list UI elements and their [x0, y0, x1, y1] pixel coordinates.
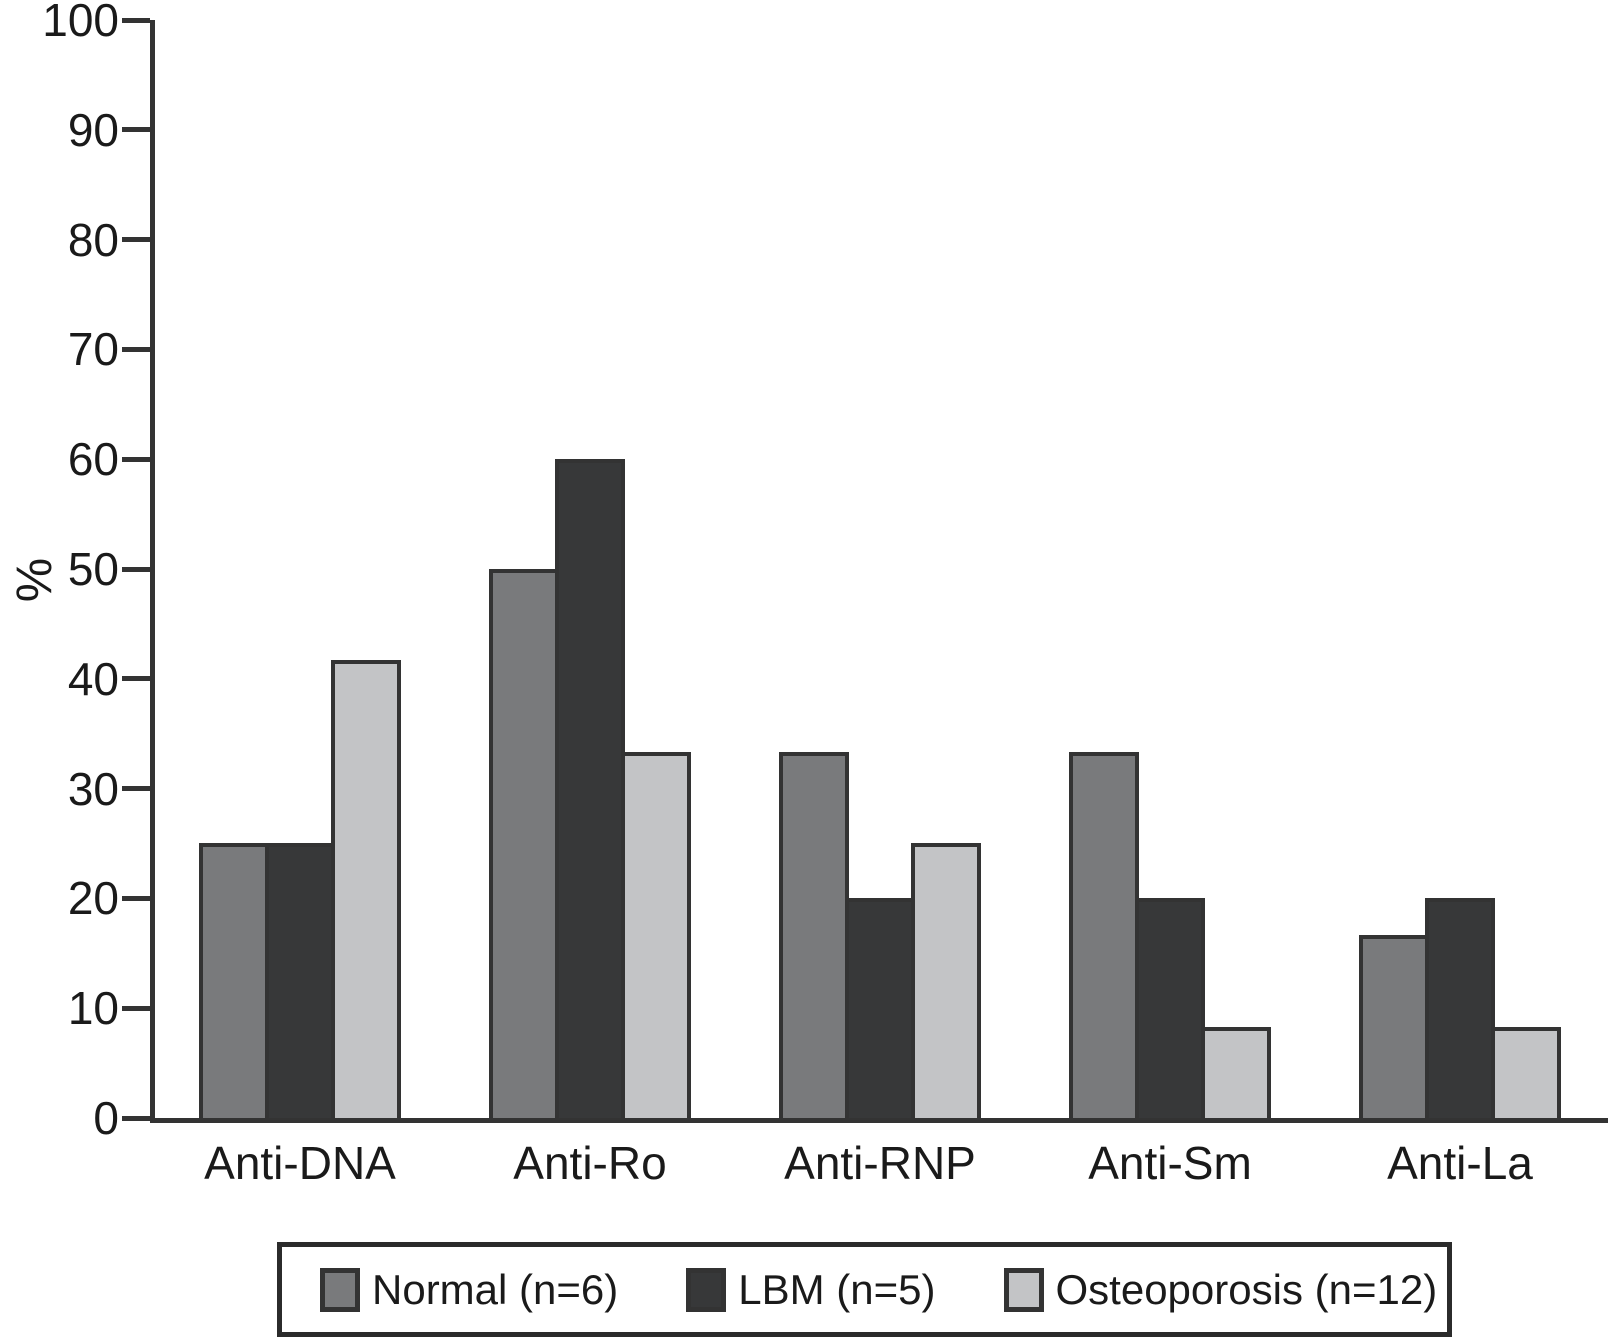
y-tick-label-0: 0	[93, 1092, 119, 1144]
y-tick-label-90: 90	[67, 103, 119, 156]
y-tick-40	[122, 676, 150, 682]
legend-item-lbm: LBM (n=5)	[686, 1265, 936, 1313]
x-label-anti-rnp: Anti-RNP	[784, 1137, 976, 1189]
y-tick-100	[122, 17, 150, 23]
bar-anti-la-osteoporosis	[1491, 1027, 1561, 1118]
bar-anti-dna-normal	[199, 843, 269, 1118]
y-axis-title: %	[6, 557, 62, 603]
y-tick-10	[122, 1005, 150, 1011]
legend-swatch-osteoporosis	[1003, 1267, 1044, 1312]
legend-swatch-lbm	[686, 1267, 727, 1312]
bar-anti-dna-lbm	[265, 843, 335, 1118]
bar-anti-dna-osteoporosis	[331, 660, 401, 1118]
y-tick-label-60: 60	[67, 433, 119, 486]
bar-anti-sm-normal	[1069, 752, 1139, 1118]
legend-label-normal: Normal (n=6)	[372, 1265, 619, 1313]
y-tick-70	[122, 346, 150, 352]
y-tick-50	[122, 566, 150, 572]
y-tick-0	[122, 1115, 150, 1121]
y-tick-90	[122, 127, 150, 133]
bar-anti-ro-normal	[489, 569, 559, 1118]
y-tick-label-100: 100	[42, 0, 119, 46]
bar-anti-rnp-osteoporosis	[911, 843, 981, 1118]
bar-anti-rnp-lbm	[845, 898, 915, 1118]
y-tick-label-40: 40	[67, 652, 119, 705]
plot-area: 0 10 20 30 40 50 60 70 80 90 100 Anti-DNA Anti-Ro Ant…	[42, 0, 1608, 1186]
legend: Normal (n=6) LBM (n=5) Osteoporosis (n=12)	[277, 1242, 1452, 1337]
y-tick-label-10: 10	[67, 982, 119, 1035]
y-tick-label-50: 50	[67, 543, 119, 595]
legend-swatch-normal	[320, 1267, 360, 1312]
bar-anti-rnp-normal	[779, 752, 849, 1118]
bar-anti-ro-lbm	[555, 459, 625, 1118]
y-tick-60	[122, 456, 150, 462]
legend-item-osteoporosis: Osteoporosis (n=12)	[1003, 1265, 1438, 1313]
x-label-anti-dna: Anti-DNA	[204, 1137, 396, 1189]
y-tick-label-20: 20	[67, 872, 119, 925]
x-label-anti-sm: Anti-Sm	[1088, 1137, 1252, 1189]
legend-label-osteoporosis: Osteoporosis (n=12)	[1055, 1265, 1438, 1313]
bar-anti-la-normal	[1359, 935, 1429, 1118]
x-label-anti-la: Anti-La	[1387, 1137, 1533, 1189]
y-tick-30	[122, 786, 150, 792]
x-label-anti-ro: Anti-Ro	[513, 1137, 667, 1189]
legend-label-lbm: LBM (n=5)	[738, 1265, 936, 1313]
y-tick-label-80: 80	[67, 213, 119, 266]
bar-anti-sm-lbm	[1135, 898, 1205, 1118]
bar-anti-la-lbm	[1425, 898, 1495, 1118]
y-tick-label-70: 70	[67, 323, 119, 376]
legend-item-normal: Normal (n=6)	[320, 1265, 619, 1313]
y-tick-20	[122, 895, 150, 901]
bar-anti-sm-osteoporosis	[1201, 1027, 1271, 1118]
bar-anti-ro-osteoporosis	[621, 752, 691, 1118]
y-tick-label-30: 30	[67, 762, 119, 815]
y-tick-80	[122, 237, 150, 243]
